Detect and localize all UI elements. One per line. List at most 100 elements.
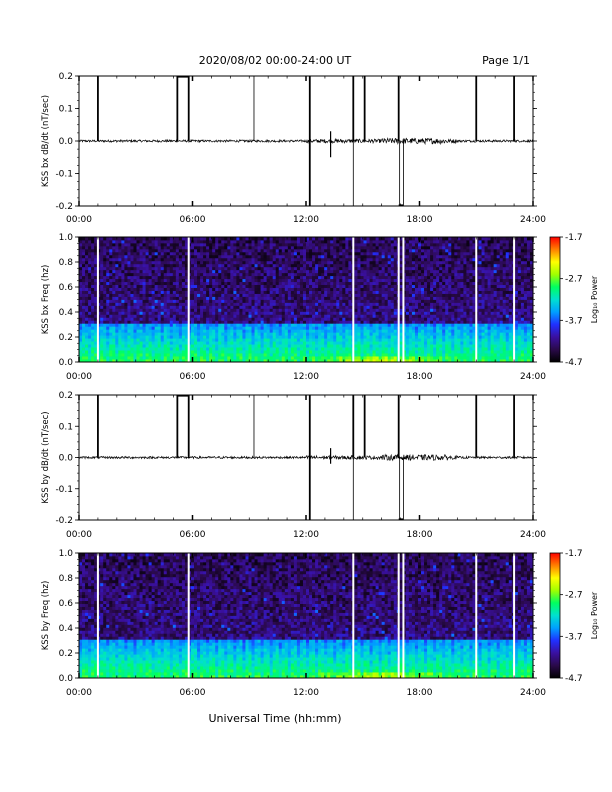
- heatmap-cell: [405, 311, 410, 315]
- heatmap-cell: [315, 281, 319, 286]
- heatmap-cell: [203, 242, 207, 247]
- heatmap-cell: [115, 278, 119, 283]
- heatmap-cell: [239, 338, 243, 342]
- heatmap-cell: [166, 317, 171, 321]
- heatmap-cell: [257, 323, 261, 327]
- heatmap-cell: [230, 287, 234, 291]
- heatmap-cell: [275, 284, 280, 288]
- heatmap-cell: [318, 332, 322, 336]
- heatmap-cell: [357, 254, 361, 259]
- heatmap-cell: [263, 320, 268, 324]
- heatmap-cell: [321, 239, 325, 244]
- heatmap-cell: [103, 338, 107, 342]
- heatmap-cell: [100, 242, 104, 247]
- heatmap-cell: [169, 335, 174, 339]
- heatmap-cell: [218, 237, 222, 241]
- heatmap-cell: [230, 323, 234, 327]
- heatmap-cell: [224, 302, 228, 306]
- heatmap-cell: [163, 251, 168, 256]
- heatmap-cell: [103, 353, 107, 357]
- heatmap-cell: [103, 335, 107, 339]
- heatmap-cell: [184, 287, 189, 291]
- heatmap-cell: [424, 359, 428, 363]
- heatmap-cell: [405, 242, 410, 247]
- heatmap-cell: [324, 242, 328, 247]
- heatmap-cell: [133, 272, 137, 277]
- heatmap-cell: [142, 251, 146, 256]
- heatmap-cell: [257, 248, 261, 253]
- heatmap-cell: [218, 347, 222, 351]
- heatmap-cell: [299, 287, 304, 291]
- heatmap-cell: [160, 296, 165, 300]
- heatmap-cell: [339, 263, 343, 268]
- heatmap-cell: [163, 299, 168, 303]
- heatmap-cell: [290, 293, 295, 297]
- heatmap-cell: [218, 242, 222, 247]
- heatmap-cell: [324, 326, 328, 330]
- heatmap-cell: [357, 311, 361, 315]
- heatmap-cell: [254, 237, 258, 241]
- heatmap-cell: [227, 311, 231, 315]
- heatmap-cell: [206, 359, 210, 363]
- heatmap-cell: [309, 254, 313, 259]
- heatmap-cell: [251, 317, 255, 321]
- heatmap-cell: [387, 323, 392, 327]
- heatmap-cell: [408, 302, 413, 306]
- heatmap-cell: [330, 305, 334, 309]
- heatmap-cell: [266, 299, 271, 303]
- heatmap-cell: [405, 248, 410, 253]
- heatmap-cell: [172, 242, 177, 247]
- heatmap-cell: [284, 317, 289, 321]
- heatmap-cell: [263, 341, 268, 345]
- plot-title: 2020/08/02 00:00-24:00 UT: [199, 54, 352, 67]
- heatmap-cell: [281, 263, 286, 268]
- heatmap-cell: [245, 272, 249, 277]
- heatmap-cell: [157, 317, 162, 321]
- heatmap-cell: [299, 272, 304, 277]
- heatmap-cell: [224, 335, 228, 339]
- heatmap-cell: [200, 308, 204, 312]
- heatmap-cell: [118, 314, 122, 318]
- heatmap-cell: [82, 326, 86, 330]
- heatmap-cell: [148, 326, 153, 330]
- heatmap-cell: [342, 278, 346, 283]
- heatmap-cell: [151, 254, 156, 259]
- heatmap-cell: [384, 278, 389, 283]
- heatmap-cell: [166, 323, 171, 327]
- heatmap-cell: [194, 332, 198, 336]
- heatmap-cell: [169, 263, 174, 268]
- heatmap-cell: [218, 266, 222, 271]
- heatmap-cell: [330, 335, 334, 339]
- heatmap-cell: [378, 341, 383, 345]
- heatmap-cell: [321, 254, 325, 259]
- heatmap-cell: [363, 263, 367, 268]
- heatmap-cell: [381, 245, 386, 250]
- heatmap-cell: [206, 245, 210, 250]
- heatmap-cell: [299, 278, 304, 283]
- heatmap-cell: [224, 326, 228, 330]
- heatmap-cell: [378, 237, 383, 241]
- heatmap-cell: [91, 284, 95, 288]
- heatmap-cell: [133, 278, 137, 283]
- heatmap-cell: [372, 257, 377, 262]
- heatmap-cell: [408, 311, 413, 315]
- heatmap-cell: [306, 356, 310, 360]
- heatmap-cell: [227, 341, 231, 345]
- heatmap-cell: [209, 320, 213, 324]
- heatmap-cell: [360, 338, 364, 342]
- heatmap-cell: [381, 237, 386, 241]
- heatmap-cell: [109, 296, 113, 300]
- heatmap-cell: [275, 257, 280, 262]
- heatmap-cell: [375, 359, 380, 363]
- heatmap-cell: [209, 254, 213, 259]
- heatmap-cell: [103, 332, 107, 336]
- heatmap-cell: [169, 245, 174, 250]
- heatmap-cell: [142, 305, 146, 309]
- heatmap-cell: [166, 329, 171, 333]
- heatmap-cell: [139, 293, 143, 297]
- heatmap-cell: [421, 275, 425, 280]
- heatmap-cell: [103, 347, 107, 351]
- heatmap-cell: [254, 320, 258, 324]
- heatmap-cell: [330, 245, 334, 250]
